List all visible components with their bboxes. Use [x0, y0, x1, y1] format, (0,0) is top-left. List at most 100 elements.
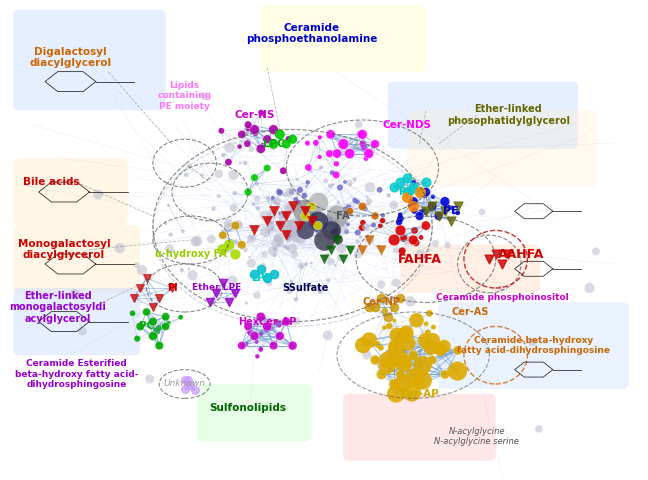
Point: [281, 318, 292, 325]
Point: [154, 324, 164, 332]
Text: PC: PC: [139, 322, 154, 331]
Point: [216, 127, 227, 134]
Point: [314, 233, 325, 241]
Point: [373, 341, 383, 348]
Point: [237, 131, 247, 138]
Point: [389, 303, 399, 311]
Point: [443, 203, 454, 211]
Point: [484, 255, 494, 263]
Point: [313, 217, 323, 225]
Point: [183, 265, 194, 273]
Point: [286, 226, 297, 234]
Point: [270, 210, 280, 217]
Point: [128, 310, 138, 317]
Point: [398, 360, 408, 367]
Point: [275, 131, 285, 138]
Point: [414, 380, 424, 388]
Point: [273, 200, 283, 208]
Point: [391, 279, 401, 287]
Point: [135, 323, 145, 330]
Point: [326, 258, 336, 265]
Point: [411, 239, 421, 247]
Point: [287, 226, 297, 234]
Point: [286, 224, 296, 231]
Point: [272, 235, 283, 242]
Point: [267, 226, 277, 234]
Point: [318, 216, 329, 223]
Point: [180, 385, 191, 393]
Point: [395, 179, 406, 186]
Point: [273, 220, 284, 228]
Text: Cer-NP: Cer-NP: [362, 298, 400, 307]
Point: [268, 140, 279, 148]
Point: [365, 183, 375, 191]
Point: [310, 139, 321, 146]
Text: AAHFA: AAHFA: [498, 248, 544, 261]
Point: [163, 202, 174, 209]
Point: [439, 342, 450, 350]
Point: [376, 246, 387, 253]
Point: [223, 219, 233, 227]
Point: [252, 291, 262, 299]
Point: [300, 197, 310, 205]
Point: [274, 234, 284, 241]
Point: [408, 183, 419, 191]
Point: [345, 211, 356, 218]
Point: [287, 203, 297, 210]
Point: [434, 212, 444, 220]
Point: [402, 361, 412, 369]
Point: [283, 233, 294, 241]
Point: [69, 290, 80, 298]
Point: [270, 244, 281, 252]
Point: [319, 255, 329, 263]
Point: [137, 266, 147, 274]
Point: [227, 277, 237, 285]
Point: [389, 236, 399, 244]
Point: [491, 251, 501, 258]
Point: [240, 246, 250, 253]
Point: [446, 204, 457, 212]
Point: [417, 377, 428, 384]
Point: [330, 235, 340, 243]
Point: [391, 334, 402, 341]
Point: [237, 342, 247, 349]
Point: [343, 221, 353, 228]
Point: [382, 362, 392, 370]
Point: [357, 246, 367, 253]
Point: [331, 217, 341, 225]
Point: [249, 332, 260, 340]
Point: [165, 231, 176, 239]
Point: [235, 221, 245, 229]
Point: [338, 255, 349, 263]
Point: [422, 329, 433, 336]
Point: [325, 227, 336, 234]
Point: [296, 263, 307, 270]
Point: [333, 198, 343, 206]
Point: [291, 317, 301, 325]
Point: [365, 237, 375, 244]
Point: [434, 212, 444, 220]
Point: [283, 209, 293, 217]
Point: [394, 354, 404, 361]
Text: PG: PG: [399, 187, 415, 197]
Point: [275, 189, 285, 196]
Point: [271, 318, 281, 325]
Point: [161, 313, 171, 321]
Point: [281, 140, 292, 148]
Text: Cer-AS: Cer-AS: [452, 307, 489, 317]
Point: [250, 130, 260, 137]
Point: [440, 207, 450, 215]
Point: [301, 260, 311, 268]
Point: [373, 243, 384, 251]
Point: [375, 186, 385, 193]
Point: [267, 196, 277, 204]
Point: [411, 316, 422, 324]
Point: [395, 215, 406, 222]
Point: [389, 317, 400, 324]
Point: [275, 332, 285, 340]
Point: [268, 143, 279, 151]
Point: [281, 212, 292, 220]
Point: [281, 231, 292, 239]
Point: [378, 212, 388, 219]
Point: [298, 211, 308, 219]
